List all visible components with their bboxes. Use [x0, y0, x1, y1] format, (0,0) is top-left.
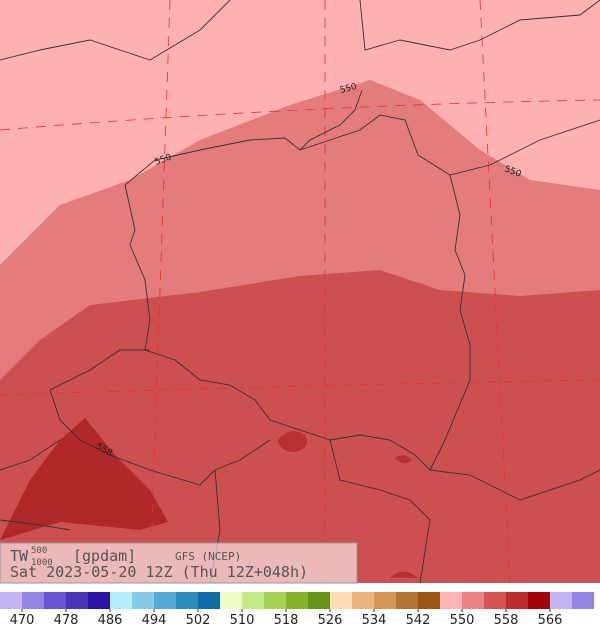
colorbar-label: 494 — [142, 613, 167, 628]
color-swatch — [308, 592, 330, 609]
color-swatch — [242, 592, 264, 609]
color-swatch — [484, 592, 506, 609]
borders — [0, 0, 600, 584]
info-box-bg — [0, 542, 358, 584]
contour-label: 550 — [339, 82, 358, 96]
color-swatch — [396, 592, 418, 609]
colorbar-label: 566 — [538, 613, 563, 628]
color-swatch — [330, 592, 352, 609]
color-swatch — [528, 592, 550, 609]
color-swatch — [462, 592, 484, 609]
model: GFS (NCEP) — [175, 550, 241, 563]
color-swatch — [220, 592, 242, 609]
color-swatch — [66, 592, 88, 609]
colorbar-label: 550 — [450, 613, 475, 628]
color-swatch — [264, 592, 286, 609]
subscript: 1000 — [31, 558, 53, 568]
band-558-patch — [278, 431, 418, 578]
color-swatch — [572, 592, 594, 609]
colorbar-label: 486 — [98, 613, 123, 628]
superscript: 500 — [31, 546, 47, 556]
color-swatch — [0, 592, 22, 609]
color-swatch — [418, 592, 440, 609]
units: [gpdam] — [73, 547, 136, 565]
color-swatch — [132, 592, 154, 609]
colorbar-label: 558 — [494, 613, 519, 628]
colorbar: 470 478 486 494 502 510 518 526 534 542 550 558 566 — [0, 592, 594, 628]
colorbar-label: 534 — [362, 613, 387, 628]
color-swatch — [550, 592, 572, 609]
color-swatch — [176, 592, 198, 609]
band-558 — [0, 418, 168, 540]
color-swatch — [352, 592, 374, 609]
color-swatch — [110, 592, 132, 609]
colorbar-label: 502 — [186, 613, 211, 628]
colorbar-label: 526 — [318, 613, 343, 628]
variable: TW — [10, 547, 29, 565]
colorbar-label: 510 — [230, 613, 255, 628]
color-swatch — [440, 592, 462, 609]
info-box: TW 500 1000 [gpdam] GFS (NCEP) Sat 2023-… — [0, 542, 358, 584]
color-swatch — [88, 592, 110, 609]
color-swatch — [154, 592, 176, 609]
color-swatch — [286, 592, 308, 609]
color-swatch — [44, 592, 66, 609]
color-swatch — [374, 592, 396, 609]
graticule — [0, 0, 600, 584]
colorbar-label: 542 — [406, 613, 431, 628]
valid-time: Sat 2023-05-20 12Z (Thu 12Z+048h) — [10, 563, 308, 581]
color-swatch — [198, 592, 220, 609]
colorbar-label: 518 — [274, 613, 299, 628]
color-swatch — [506, 592, 528, 609]
colorbar-label: 470 — [10, 613, 35, 628]
color-swatch — [22, 592, 44, 609]
colorbar-label: 478 — [54, 613, 79, 628]
